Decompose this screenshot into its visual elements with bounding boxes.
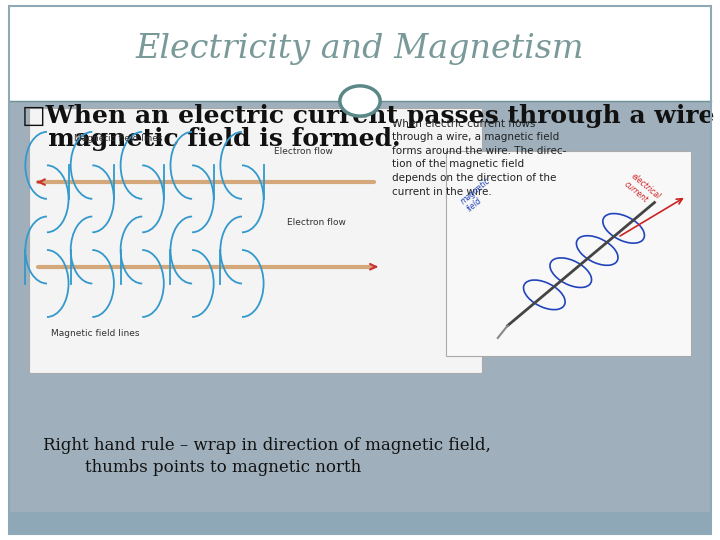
Text: electrical
current: electrical current — [623, 172, 662, 209]
Text: Magnetic field lines: Magnetic field lines — [52, 329, 140, 338]
Circle shape — [340, 86, 380, 116]
Text: Electron flow: Electron flow — [274, 147, 333, 156]
Bar — [446, 151, 691, 356]
Text: thumbs points to magnetic north: thumbs points to magnetic north — [43, 458, 361, 476]
Text: magnetic field is formed.: magnetic field is formed. — [22, 127, 400, 151]
Text: magnetic
field: magnetic field — [459, 176, 498, 214]
Bar — [9, 101, 711, 534]
Bar — [29, 108, 482, 373]
Bar — [9, 512, 711, 534]
Text: Electricity and Magnetism: Electricity and Magnetism — [136, 33, 584, 65]
Text: Electron flow: Electron flow — [287, 218, 346, 227]
Bar — [9, 6, 711, 101]
Text: Magnetic field lines: Magnetic field lines — [74, 134, 163, 144]
Text: When electric current flows
through a wire, a magnetic field
forms around the wi: When electric current flows through a wi… — [392, 119, 566, 197]
Text: Right hand rule – wrap in direction of magnetic field,: Right hand rule – wrap in direction of m… — [43, 437, 491, 454]
Text: □When an electric current passes through a wire a: □When an electric current passes through… — [22, 104, 720, 128]
